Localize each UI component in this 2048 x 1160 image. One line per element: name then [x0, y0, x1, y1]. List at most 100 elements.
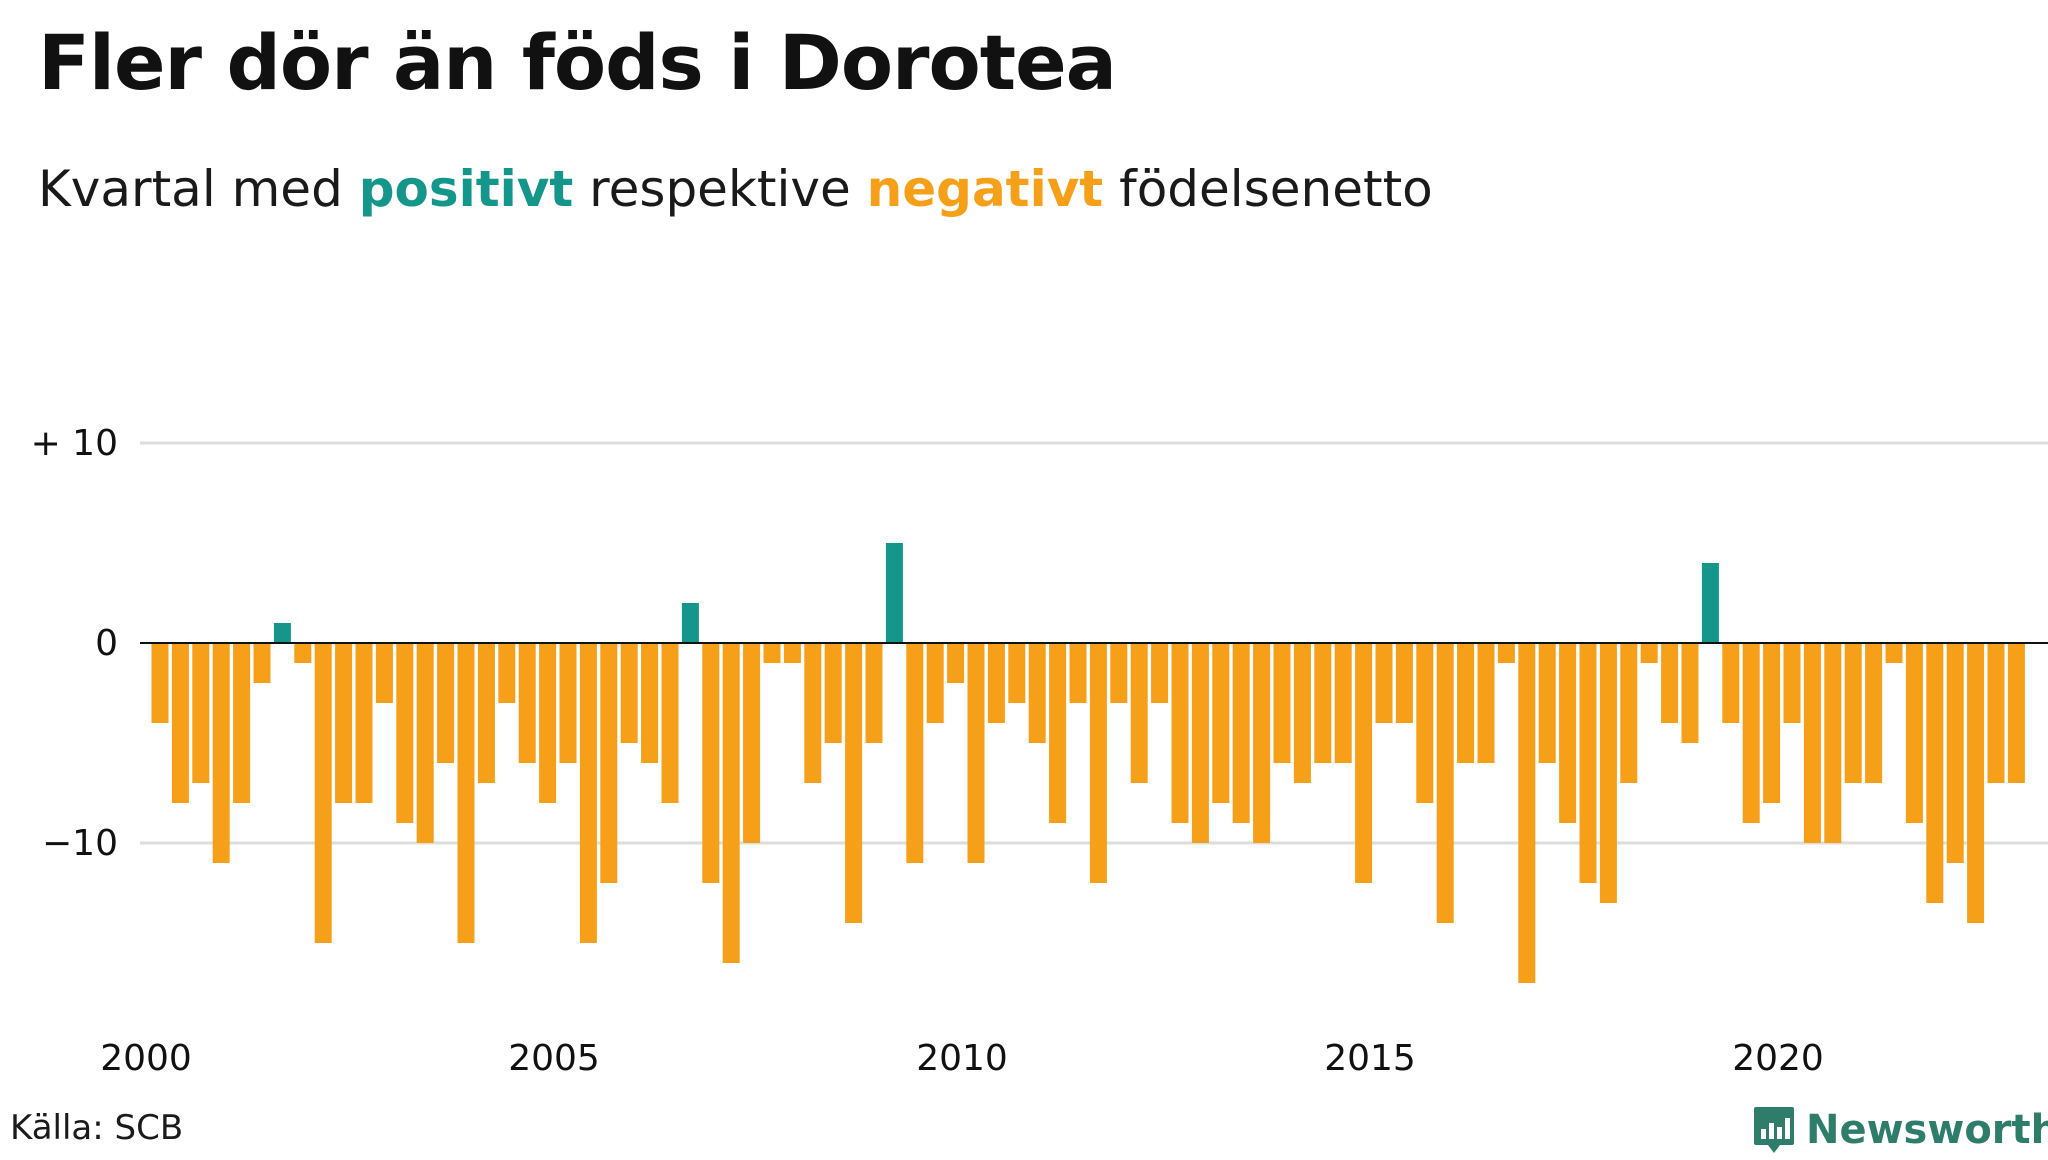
- bar-negative: [1477, 643, 1495, 763]
- bar-negative: [1457, 643, 1475, 763]
- bar-negative: [1191, 643, 1209, 843]
- brand-name: Newsworthy: [1806, 1107, 2048, 1153]
- bar-negative: [539, 643, 557, 803]
- bar-negative: [783, 643, 801, 663]
- bar-negative: [437, 643, 455, 763]
- bar-negative: [1742, 643, 1760, 823]
- bar-negative: [641, 643, 659, 763]
- bar-negative: [1824, 643, 1842, 843]
- bar-negative: [457, 643, 475, 943]
- bar-negative: [314, 643, 332, 943]
- bar-negative: [1661, 643, 1679, 723]
- newsworthy-logo: Newsworthy: [1752, 1100, 2048, 1160]
- bar-negative: [1395, 643, 1413, 723]
- bar-negative: [1375, 643, 1393, 723]
- bar-negative: [1518, 643, 1536, 983]
- bar-negative: [1355, 643, 1373, 883]
- bar-negative: [1559, 643, 1577, 823]
- bar-negative: [335, 643, 353, 803]
- bar-negative: [1946, 643, 1964, 863]
- bar-negative: [1293, 643, 1311, 783]
- bar-negative: [1497, 643, 1515, 663]
- bar-negative: [1538, 643, 1556, 763]
- bar-negative: [233, 643, 251, 803]
- bar-negative: [824, 643, 842, 743]
- bar-negative: [1069, 643, 1087, 703]
- y-axis-labels: + 10 0 −10: [31, 423, 118, 864]
- bar-negative: [804, 643, 822, 783]
- bar-negative: [1212, 643, 1230, 803]
- x-axis-labels: 2000 2005 2010 2015 2020: [100, 1038, 1824, 1079]
- bar-negative: [1273, 643, 1291, 763]
- bar-negative: [906, 643, 924, 863]
- bar-negative: [375, 643, 393, 703]
- bar-negative: [151, 643, 169, 723]
- bar-negative: [1416, 643, 1434, 803]
- bar-negative: [661, 643, 679, 803]
- bar-negative: [498, 643, 516, 703]
- bar-negative: [1620, 643, 1638, 783]
- bar-positive: [681, 603, 699, 643]
- bar-negative: [1865, 643, 1883, 783]
- bar-negative: [845, 643, 863, 923]
- newsworthy-logo-icon: [1754, 1107, 1794, 1153]
- bar-negative: [947, 643, 965, 683]
- bar-negative: [294, 643, 312, 663]
- bar-negative: [1028, 643, 1046, 743]
- bar-negative: [355, 643, 373, 803]
- bar-negative: [1722, 643, 1740, 723]
- bar-negative: [1334, 643, 1352, 763]
- subtitle-suffix: födelsenetto: [1103, 160, 1433, 218]
- bar-negative: [579, 643, 597, 943]
- bar-negative: [212, 643, 230, 863]
- bar-negative: [1803, 643, 1821, 843]
- x-tick-label: 2020: [1732, 1038, 1824, 1079]
- bar-negative: [1987, 643, 2005, 783]
- bar-negative: [763, 643, 781, 663]
- bar-negative: [1681, 643, 1699, 743]
- bar-negative: [1905, 643, 1923, 823]
- bar-negative: [1089, 643, 1107, 883]
- bar-negative: [1844, 643, 1862, 783]
- bar-positive: [1701, 563, 1719, 643]
- bar-negative: [1783, 643, 1801, 723]
- bar-negative: [1763, 643, 1781, 803]
- bar-negative: [1232, 643, 1250, 823]
- bar-negative: [722, 643, 740, 963]
- bar-negative: [1885, 643, 1903, 663]
- bar-positive: [273, 623, 291, 643]
- subtitle-positive: positivt: [358, 160, 574, 218]
- bar-negative: [967, 643, 985, 863]
- y-tick-label: + 10: [31, 423, 118, 464]
- x-tick-label: 2000: [100, 1038, 192, 1079]
- bar-negative: [1049, 643, 1067, 823]
- subtitle-middle: respektive: [573, 160, 867, 218]
- subtitle-prefix: Kvartal med: [38, 160, 359, 218]
- bar-negative: [1926, 643, 1944, 903]
- bar-negative: [1253, 643, 1271, 843]
- bar-negative: [2007, 643, 2025, 783]
- bar-negative: [253, 643, 271, 683]
- bar-negative: [396, 643, 414, 823]
- y-tick-label: −10: [42, 823, 118, 864]
- bar-negative: [518, 643, 536, 763]
- bar-negative: [192, 643, 210, 783]
- bar-negative: [987, 643, 1005, 723]
- source-note: Källa: SCB: [10, 1108, 184, 1148]
- bar-negative: [1171, 643, 1189, 823]
- bar-negative: [1130, 643, 1148, 783]
- bar-negative: [559, 643, 577, 763]
- bars: [151, 543, 2025, 983]
- bar-negative: [477, 643, 495, 783]
- bar-negative: [1008, 643, 1026, 703]
- x-tick-label: 2010: [916, 1038, 1008, 1079]
- chart-title: Fler dör än föds i Dorotea: [38, 18, 1117, 107]
- bar-negative: [926, 643, 944, 723]
- bar-positive: [885, 543, 903, 643]
- bar-negative: [620, 643, 638, 743]
- bar-negative: [1640, 643, 1658, 663]
- y-tick-label: 0: [95, 623, 118, 664]
- bar-negative: [743, 643, 761, 843]
- bar-negative: [702, 643, 720, 883]
- bar-negative: [1151, 643, 1169, 703]
